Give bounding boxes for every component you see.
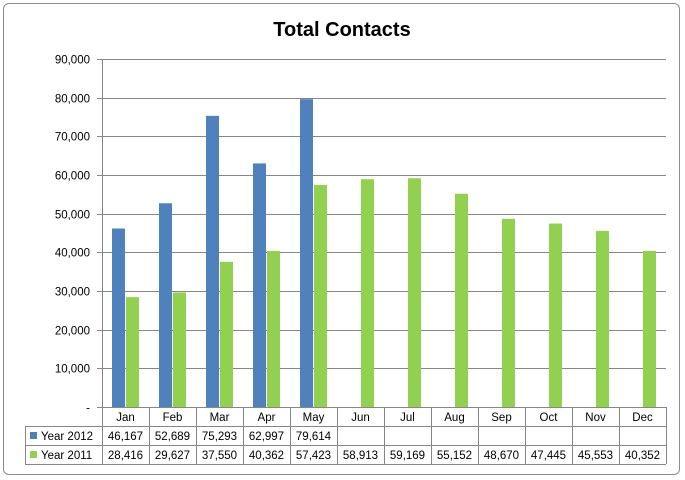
legend-entry: Year 2012 [41,431,93,443]
y-tick-label: 70,000 [55,132,90,144]
x-tick-label: Nov [585,412,606,424]
legend-swatch [30,451,37,458]
bar-year-2012 [253,163,266,407]
gridlines [102,59,666,369]
x-tick-label: Apr [258,412,276,424]
bar-year-2011 [173,292,186,407]
bar-year-2012 [159,203,172,407]
data-label: 79,614 [296,431,332,443]
y-tick-label: - [86,403,90,415]
data-label: 57,423 [296,450,331,462]
y-tick-label: 50,000 [55,210,90,222]
data-label: 46,167 [108,431,143,443]
x-tick-label: Feb [163,412,183,424]
x-tick-label: Oct [540,412,559,424]
bar-year-2011 [408,178,421,407]
data-label: 48,670 [484,450,519,462]
data-label: 55,152 [437,450,472,462]
y-tick-label: 30,000 [55,287,90,299]
y-tick-label: 60,000 [55,171,90,183]
x-tick-label: Jan [116,412,135,424]
x-tick-label: Sep [491,412,511,424]
legend-entry: Year 2011 [41,450,92,462]
x-tick-label: Dec [632,412,653,424]
bar-year-2011 [596,230,609,407]
legend-swatch [30,432,37,439]
x-tick-label: Jul [400,412,415,424]
bar-year-2011 [361,179,374,407]
bar-year-2011 [220,261,233,407]
data-label: 40,352 [625,450,660,462]
bar-year-2012 [206,115,219,407]
data-label: 45,553 [578,450,613,462]
data-label: 58,913 [343,450,378,462]
data-label: 40,362 [249,450,284,462]
x-tick-label: Mar [210,412,230,424]
bar-year-2011 [502,218,515,407]
y-tick-label: 10,000 [55,364,90,376]
data-label: 62,997 [249,431,284,443]
data-label: 29,627 [155,450,190,462]
bar-year-2011 [455,193,468,407]
bar-year-2012 [112,228,125,407]
bar-year-2011 [314,184,327,407]
bar-year-2011 [643,250,656,407]
x-tick-label: Aug [444,412,464,424]
bar-year-2011 [267,250,280,407]
data-label: 59,169 [390,450,425,462]
bars [112,99,656,407]
bar-year-2011 [549,223,562,407]
chart-title: Total Contacts [273,19,410,41]
y-tick-label: 90,000 [55,55,90,67]
y-tick-label: 20,000 [55,326,90,338]
x-tick-label: May [303,412,325,424]
y-axis-ticks: - 10,000 20,000 30,000 40,000 50,000 60,000 70,… [55,55,103,415]
data-label: 28,416 [108,450,143,462]
bar-year-2012 [300,99,313,407]
data-label: 37,550 [202,450,237,462]
bar-year-2011 [126,297,139,407]
data-table: Jan Feb Mar Apr May Jun Jul Aug Sep Oct Nov Dec Year… [25,407,667,465]
y-tick-label: 40,000 [55,248,90,260]
data-label: 47,445 [531,450,566,462]
data-label: 52,689 [155,431,190,443]
x-tick-label: Jun [351,412,370,424]
data-label: 75,293 [202,431,237,443]
y-tick-label: 80,000 [55,94,90,106]
